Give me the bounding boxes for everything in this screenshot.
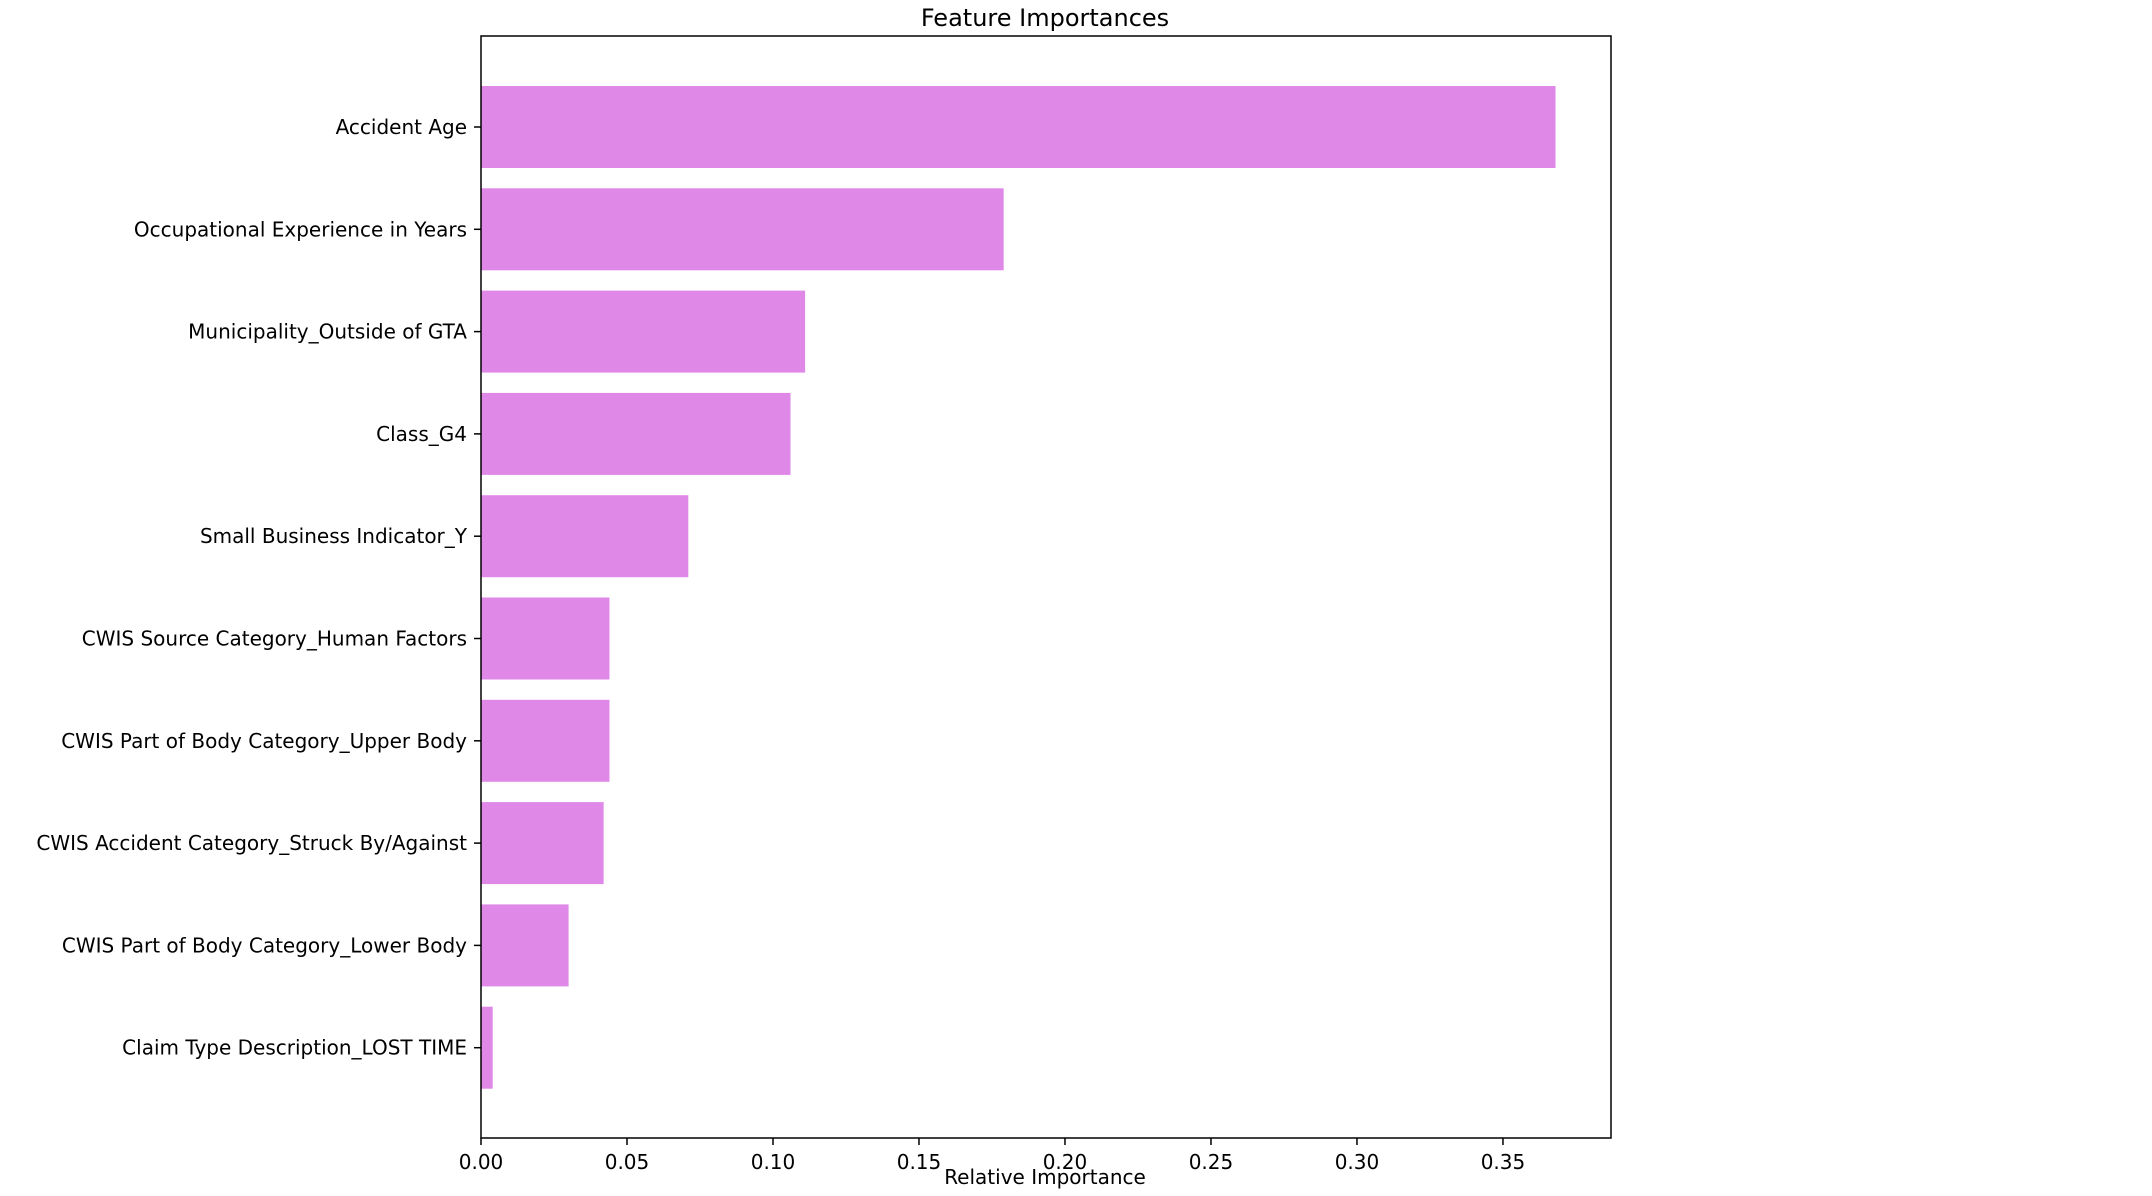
plot-frame bbox=[480, 35, 1612, 1139]
x-tick-label: 0.05 bbox=[605, 1150, 650, 1174]
x-tick-label: 0.10 bbox=[751, 1150, 796, 1174]
category-labels-group: Accident Age Occupational Experience in Y… bbox=[36, 115, 481, 1060]
category-label: Accident Age bbox=[336, 115, 467, 139]
bar bbox=[481, 86, 1556, 168]
category-label: CWIS Part of Body Category_Upper Body bbox=[61, 729, 467, 753]
bar bbox=[481, 802, 604, 885]
bar bbox=[481, 699, 610, 782]
category-label: CWIS Part of Body Category_Lower Body bbox=[62, 933, 467, 957]
bar bbox=[481, 495, 689, 578]
category-label: Occupational Experience in Years bbox=[134, 217, 467, 241]
category-label: Claim Type Description_LOST TIME bbox=[122, 1036, 467, 1060]
x-axis-label: Relative Importance bbox=[944, 1165, 1146, 1189]
category-label: CWIS Accident Category_Struck By/Against bbox=[36, 831, 467, 855]
bar bbox=[481, 1006, 493, 1089]
chart-title: Feature Importances bbox=[921, 4, 1169, 32]
bar bbox=[481, 290, 806, 373]
bars-group bbox=[481, 86, 1556, 1089]
category-label: CWIS Source Category_Human Factors bbox=[82, 627, 467, 651]
x-tick-label: 0.15 bbox=[897, 1150, 942, 1174]
x-ticks-group: 0.00 0.05 0.10 0.15 0.20 0.25 0.30 0.35 bbox=[459, 1138, 1525, 1174]
x-tick-label: 0.00 bbox=[459, 1150, 504, 1174]
bar bbox=[481, 392, 791, 475]
bar bbox=[481, 188, 1004, 271]
x-tick-label: 0.35 bbox=[1481, 1150, 1526, 1174]
category-label: Class_G4 bbox=[376, 422, 467, 446]
x-tick-label: 0.25 bbox=[1189, 1150, 1234, 1174]
category-label: Municipality_Outside of GTA bbox=[188, 320, 467, 344]
bar bbox=[481, 597, 610, 680]
category-label: Small Business Indicator_Y bbox=[200, 524, 468, 548]
x-tick-label: 0.20 bbox=[1043, 1150, 1088, 1174]
x-tick-label: 0.30 bbox=[1335, 1150, 1380, 1174]
bar bbox=[481, 904, 569, 987]
